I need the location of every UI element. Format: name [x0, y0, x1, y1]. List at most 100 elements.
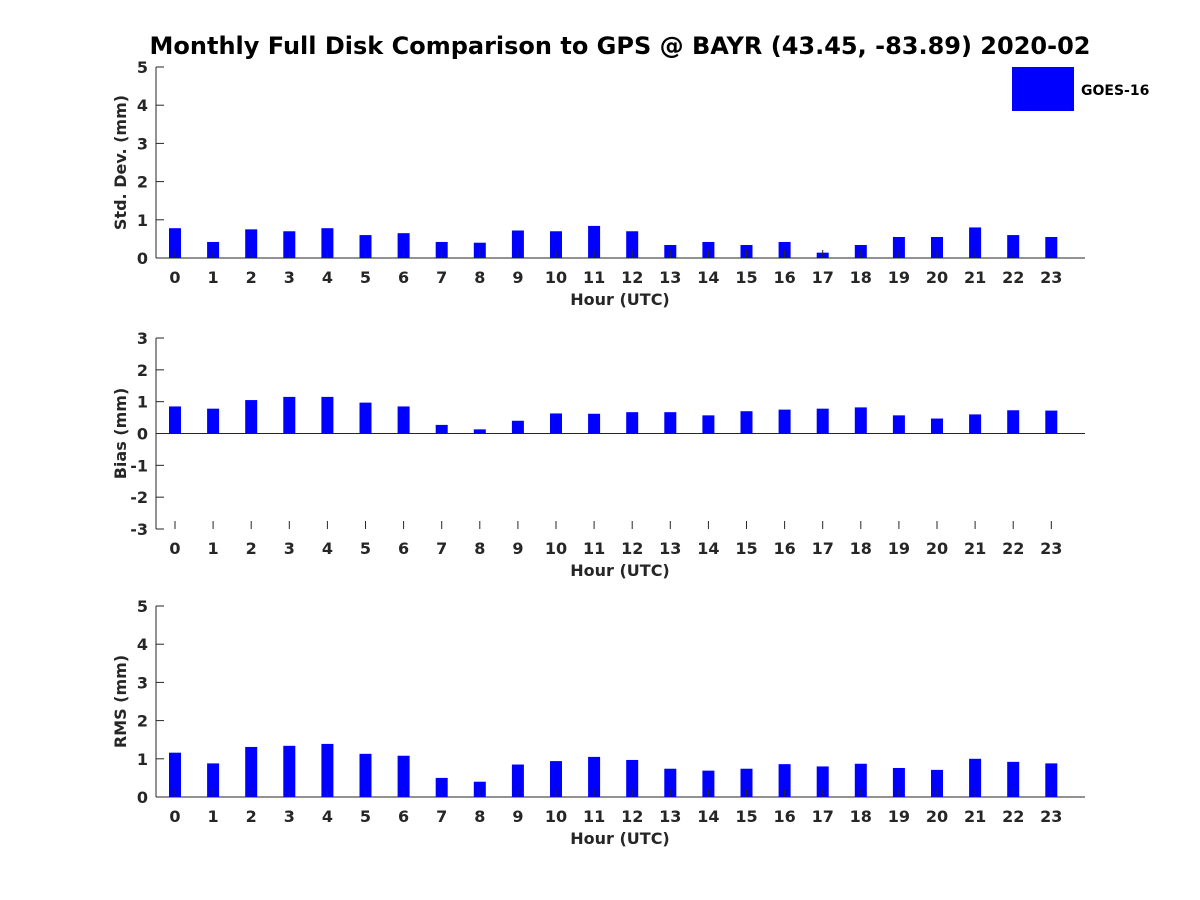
bar-hour-14 — [702, 770, 715, 797]
x-tick-label: 10 — [545, 807, 567, 826]
x-tick-label: 3 — [284, 807, 295, 826]
legend-label: GOES-16 — [1081, 83, 1149, 99]
x-tick-label: 10 — [545, 539, 567, 558]
x-tick-label: 14 — [697, 268, 719, 287]
bar-hour-4 — [321, 743, 334, 797]
legend-swatch — [1012, 67, 1074, 111]
y-tick-label: 4 — [137, 635, 148, 654]
bar-hour-10 — [550, 413, 562, 434]
bar-hour-11 — [588, 225, 601, 258]
bar-hour-17 — [816, 408, 829, 434]
bar-hour-2 — [245, 229, 258, 258]
x-tick-label: 22 — [1002, 268, 1024, 287]
x-tick-label: 0 — [169, 268, 180, 287]
y-tick-label: 5 — [137, 58, 148, 77]
x-tick-label: 23 — [1040, 539, 1062, 558]
bar-hour-19 — [892, 415, 905, 434]
x-tick-label: 8 — [474, 268, 485, 287]
bar-hour-1 — [207, 408, 220, 434]
bar-hour-0 — [169, 228, 181, 258]
x-tick-label: 8 — [474, 539, 485, 558]
legend: GOES-16 — [1012, 67, 1149, 111]
x-tick-label: 9 — [512, 539, 523, 558]
x-tick-label: 0 — [169, 539, 180, 558]
bar-hour-6 — [397, 755, 410, 797]
bar-hour-21 — [969, 227, 982, 258]
y-tick-label: -1 — [130, 456, 148, 475]
x-tick-label: 3 — [284, 268, 295, 287]
x-tick-label: 19 — [888, 539, 910, 558]
bar-hour-9 — [511, 420, 524, 434]
x-tick-label: 22 — [1002, 807, 1024, 826]
x-tick-label: 1 — [208, 539, 219, 558]
x-tick-label: 7 — [436, 807, 447, 826]
x-tick-label: 15 — [735, 268, 757, 287]
x-axis-label: Hour (UTC) — [570, 290, 670, 309]
bar-hour-16 — [778, 764, 791, 797]
x-tick-label: 15 — [735, 807, 757, 826]
x-tick-label: 12 — [621, 807, 643, 826]
x-tick-label: 22 — [1002, 539, 1024, 558]
x-tick-label: 18 — [850, 539, 872, 558]
x-tick-label: 11 — [583, 539, 605, 558]
x-tick-label: 1 — [208, 807, 219, 826]
bar-hour-3 — [283, 396, 296, 434]
bar-hour-22 — [1007, 410, 1020, 434]
x-tick-label: 21 — [964, 539, 986, 558]
y-tick-label: 1 — [137, 211, 148, 230]
y-tick-label: 3 — [137, 134, 148, 153]
x-tick-label: 11 — [583, 268, 605, 287]
x-tick-label: 4 — [322, 268, 333, 287]
bar-hour-13 — [664, 412, 677, 434]
x-tick-label: 10 — [545, 268, 567, 287]
bar-hour-14 — [702, 415, 715, 434]
bar-hour-21 — [969, 414, 982, 434]
bar-hour-17 — [816, 766, 829, 797]
x-tick-label: 1 — [208, 268, 219, 287]
x-tick-label: 8 — [474, 807, 485, 826]
bar-hour-6 — [397, 406, 410, 434]
x-tick-label: 23 — [1040, 268, 1062, 287]
y-tick-label: 2 — [137, 361, 148, 380]
y-tick-label: 3 — [137, 329, 148, 348]
x-tick-label: 17 — [812, 807, 834, 826]
bar-hour-16 — [778, 409, 791, 434]
y-tick-label: 0 — [137, 788, 148, 807]
bar-hour-2 — [245, 400, 258, 434]
x-tick-label: 21 — [964, 268, 986, 287]
x-tick-label: 12 — [621, 539, 643, 558]
bar-hour-1 — [207, 763, 220, 797]
bar-hour-1 — [207, 241, 220, 258]
bar-hour-0 — [169, 406, 181, 434]
x-tick-label: 4 — [322, 539, 333, 558]
x-axis-label: Hour (UTC) — [570, 561, 670, 580]
bar-hour-0 — [169, 752, 181, 797]
bar-hour-3 — [283, 231, 296, 258]
y-tick-label: 1 — [137, 393, 148, 412]
bar-hour-20 — [931, 418, 943, 434]
x-tick-label: 17 — [812, 539, 834, 558]
bar-hour-7 — [435, 777, 448, 797]
x-tick-label: 15 — [735, 539, 757, 558]
x-tick-label: 2 — [246, 268, 257, 287]
x-tick-label: 6 — [398, 268, 409, 287]
y-tick-label: -3 — [130, 520, 148, 539]
y-tick-label: -2 — [130, 488, 148, 507]
x-tick-label: 23 — [1040, 807, 1062, 826]
x-tick-label: 19 — [888, 268, 910, 287]
bar-hour-3 — [283, 745, 296, 797]
x-tick-label: 7 — [436, 539, 447, 558]
x-tick-label: 5 — [360, 539, 371, 558]
bar-hour-22 — [1007, 761, 1020, 797]
bar-hour-23 — [1045, 236, 1058, 258]
x-tick-label: 2 — [246, 807, 257, 826]
x-tick-label: 19 — [888, 807, 910, 826]
bar-hour-9 — [511, 764, 524, 797]
x-tick-label: 16 — [773, 268, 795, 287]
x-tick-label: 9 — [512, 807, 523, 826]
x-tick-label: 18 — [850, 268, 872, 287]
